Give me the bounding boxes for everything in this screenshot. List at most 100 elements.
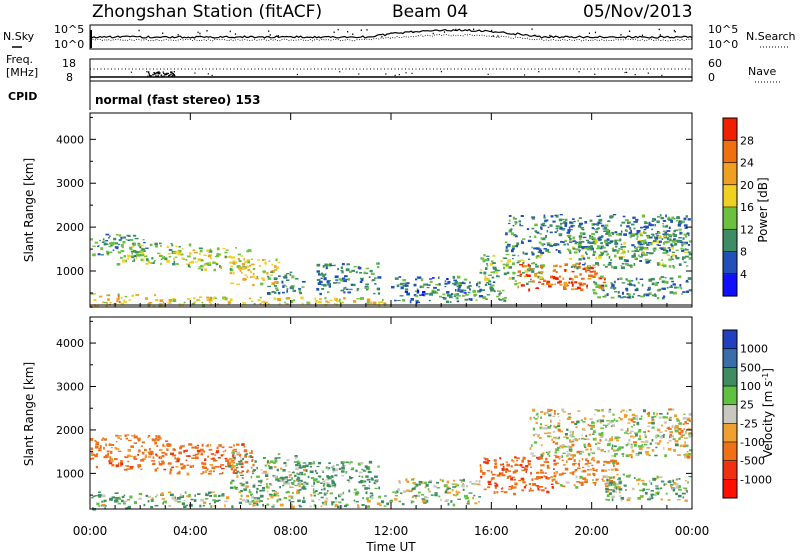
range-gate-cell xyxy=(582,236,587,239)
range-gate-cell xyxy=(420,278,424,282)
range-gate-cell xyxy=(432,277,435,279)
range-gate-cell xyxy=(590,448,593,451)
range-gate-cell xyxy=(580,481,584,485)
range-gate-cell xyxy=(602,277,606,279)
range-gate-cell xyxy=(295,464,299,467)
range-gate-cell xyxy=(542,224,545,227)
range-gate-cell xyxy=(581,277,585,280)
range-gate-cell xyxy=(651,277,655,281)
range-gate-cell xyxy=(131,294,135,297)
range-gate-cell xyxy=(115,441,118,443)
range-gate-cell xyxy=(273,491,278,493)
range-gate-cell xyxy=(627,422,631,424)
range-gate-cell xyxy=(290,300,294,303)
range-gate-cell xyxy=(182,465,186,469)
range-gate-cell xyxy=(298,481,301,485)
range-gate-cell xyxy=(631,250,635,252)
noise-strip-traces xyxy=(89,28,693,48)
range-gate-cell xyxy=(203,268,207,271)
velocity-colorbar-segment xyxy=(723,423,737,443)
range-gate-cell xyxy=(327,469,330,471)
range-gate-cell xyxy=(397,488,400,491)
range-gate-cell xyxy=(651,495,653,497)
range-gate-cell xyxy=(332,468,336,471)
range-gate-cell xyxy=(410,500,415,503)
range-gate-cell xyxy=(351,269,355,272)
range-gate-cell xyxy=(176,459,180,463)
range-gate-cell xyxy=(626,221,631,224)
noise-tick-top-right: 10^5 xyxy=(708,23,738,36)
range-gate-cell xyxy=(117,293,120,297)
range-gate-cell xyxy=(630,418,634,422)
range-gate-cell xyxy=(579,475,583,479)
range-gate-cell xyxy=(462,488,465,491)
range-gate-cell xyxy=(598,287,603,289)
range-gate-cell xyxy=(396,284,400,288)
range-gate-cell xyxy=(368,276,371,278)
noise-spike xyxy=(337,28,339,31)
range-gate-cell xyxy=(565,481,568,483)
range-gate-cell xyxy=(609,421,613,424)
range-gate-cell xyxy=(592,266,596,268)
range-gate-cell xyxy=(365,267,370,270)
noise-spike xyxy=(206,30,208,32)
range-gate-cell xyxy=(92,245,96,247)
range-gate-cell xyxy=(670,234,673,236)
range-gate-cell xyxy=(241,272,243,274)
range-gate-cell xyxy=(162,443,165,447)
range-gate-cell xyxy=(636,230,641,232)
range-gate-cell xyxy=(413,486,417,489)
range-gate-cell xyxy=(528,460,531,463)
range-gate-cell xyxy=(90,447,94,451)
range-gate-cell xyxy=(547,477,551,479)
range-gate-cell xyxy=(496,491,499,494)
range-gate-cell xyxy=(616,239,620,242)
range-gate-cell xyxy=(148,447,151,451)
noise-spike xyxy=(455,28,457,31)
range-gate-cell xyxy=(648,292,652,295)
range-gate-cell xyxy=(531,227,535,230)
range-gate-cell xyxy=(580,419,583,422)
range-gate-cell xyxy=(139,245,142,249)
range-gate-cell xyxy=(250,276,253,278)
range-gate-cell xyxy=(236,443,240,446)
range-gate-cell xyxy=(208,491,212,494)
range-gate-cell xyxy=(405,478,408,482)
range-gate-cell xyxy=(609,438,613,441)
range-gate-cell xyxy=(536,412,539,416)
range-gate-cell xyxy=(214,454,217,456)
range-gate-cell xyxy=(576,241,579,244)
range-gate-cell xyxy=(257,484,262,487)
range-gate-cell xyxy=(675,492,678,496)
range-gate-cell xyxy=(188,503,193,507)
range-gate-cell xyxy=(610,425,613,428)
range-gate-cell xyxy=(251,472,254,475)
range-gate-cell xyxy=(410,298,414,301)
range-gate-cell xyxy=(608,410,612,413)
range-gate-cell xyxy=(248,297,252,300)
range-gate-cell xyxy=(584,480,588,484)
range-gate-cell xyxy=(595,223,598,226)
range-gate-cell xyxy=(562,411,566,413)
range-gate-cell xyxy=(585,434,588,438)
range-gate-cell xyxy=(511,245,515,249)
range-gate-cell xyxy=(639,260,642,262)
range-gate-cell xyxy=(117,295,120,298)
range-gate-cell xyxy=(668,234,672,236)
range-gate-cell xyxy=(501,467,505,471)
range-gate-cell xyxy=(135,253,138,257)
power-colorbar-segment xyxy=(723,140,737,164)
range-gate-cell xyxy=(212,457,215,460)
range-gate-cell xyxy=(545,461,550,464)
range-gate-cell xyxy=(452,275,456,279)
range-gate-cell xyxy=(614,240,617,243)
range-gate-cell xyxy=(227,301,231,304)
range-gate-cell xyxy=(644,222,648,225)
range-gate-cell xyxy=(125,437,129,440)
range-gate-cell xyxy=(174,253,179,255)
range-gate-cell xyxy=(523,275,528,278)
range-gate-cell xyxy=(106,450,110,453)
range-gate-cell xyxy=(553,264,556,268)
velocity-colorbar-frame xyxy=(722,329,738,499)
noise-spike xyxy=(162,32,164,35)
